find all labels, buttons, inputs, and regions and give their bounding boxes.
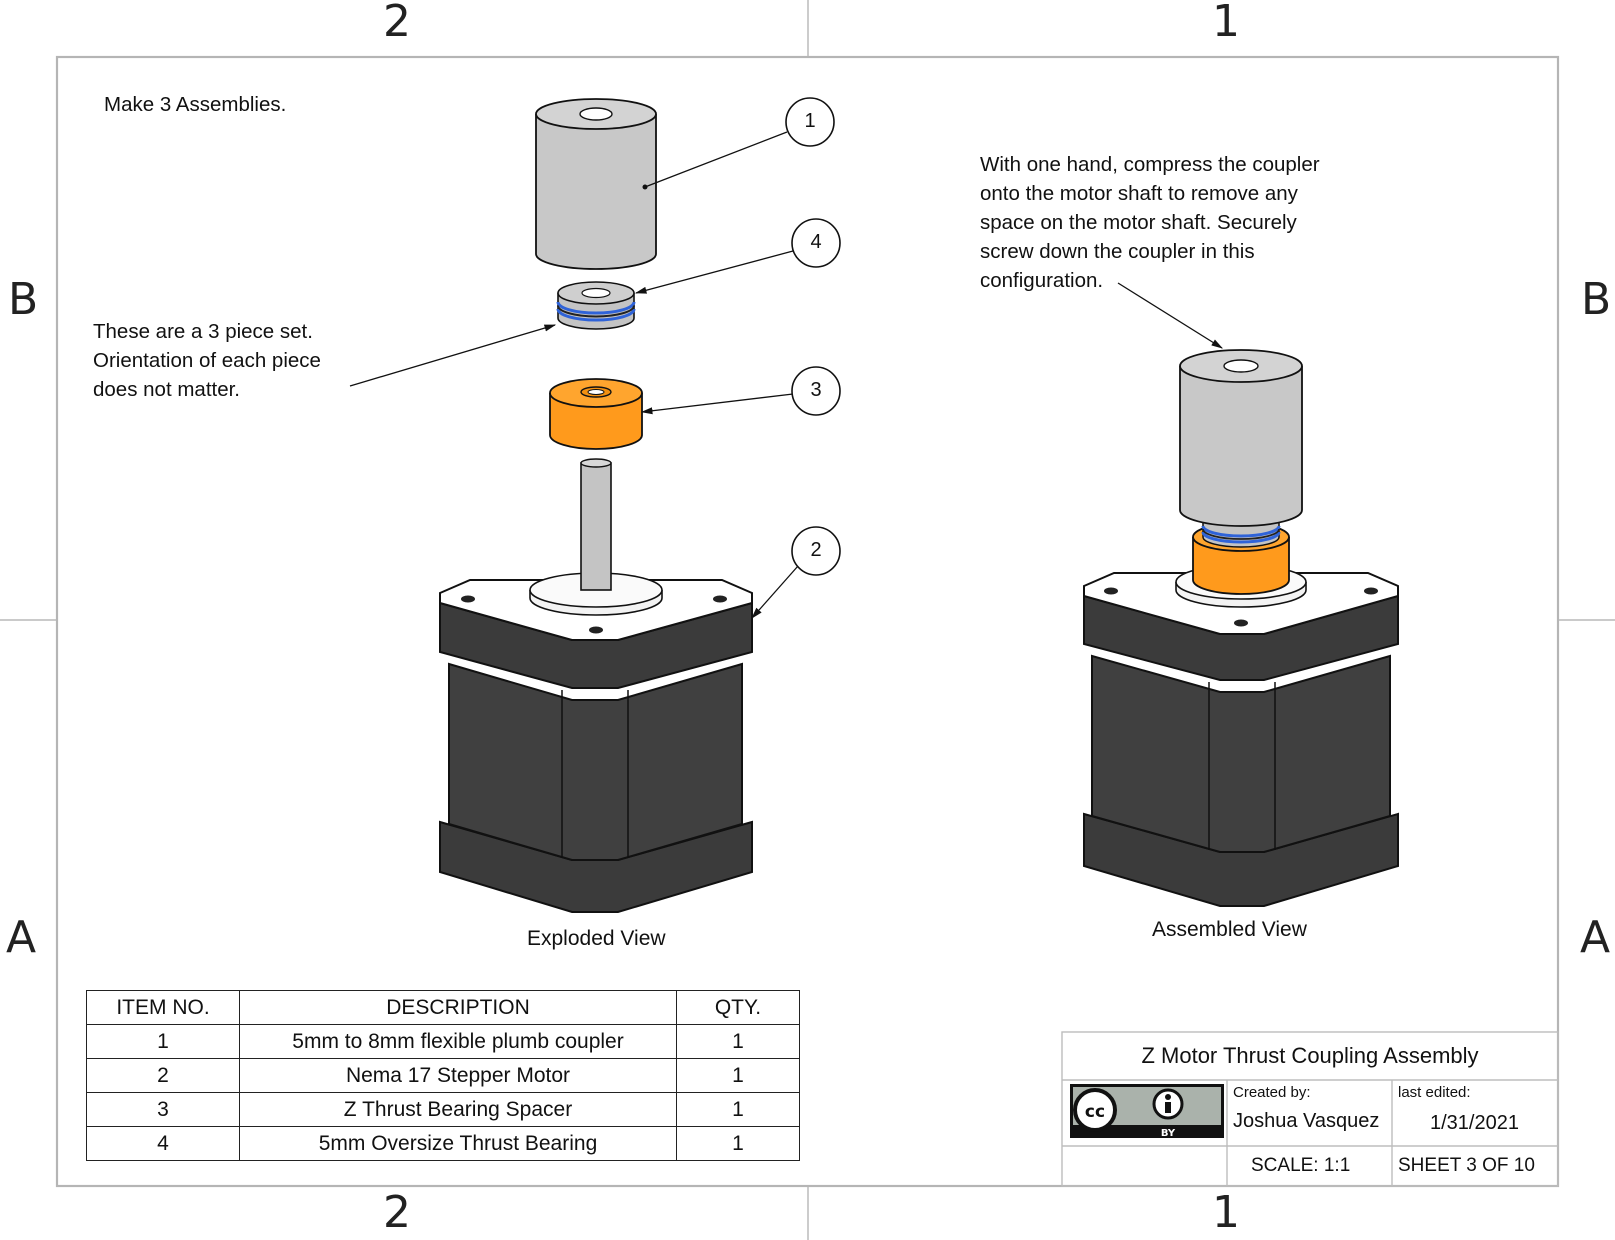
title-block-lines [1061,1031,1559,1187]
exploded-coupler [535,98,657,270]
created-by-label: Created by: [1233,1084,1311,1101]
bom-header-description: DESCRIPTION [239,990,677,1025]
author-name: Joshua Vasquez [1233,1110,1380,1132]
bom-description: 5mm to 8mm flexible plumb coupler [239,1024,677,1059]
cc-text: cc [1085,1102,1105,1122]
bom-item-no: 2 [86,1058,240,1093]
balloon-circles [785,97,841,576]
bearing-set-note: These are a 3 piece set. Orientation of … [93,320,321,401]
bom-header-qty: QTY. [676,990,800,1025]
table-row: 2 Nema 17 Stepper Motor 1 [86,1058,800,1093]
drawing-border [55,55,1560,1188]
zone-bottom-2: 2 [383,1187,411,1238]
exploded-bearing [556,281,636,330]
drawing-title: Z Motor Thrust Coupling Assembly [1141,1043,1479,1068]
assembled-view-caption: Assembled View [1152,918,1307,941]
zone-top-1: 1 [1212,0,1240,47]
edit-date: 1/31/2021 [1430,1112,1519,1134]
leader-lines [349,131,1223,619]
assembled-motor [1083,564,1399,907]
balloon-3: 3 [810,379,822,401]
bom-qty: 1 [676,1092,800,1127]
zone-left-a: A [6,912,37,963]
exploded-motor [439,458,753,913]
assembly-instruction-note: With one hand, compress the coupler onto… [980,153,1320,292]
bom-qty: 1 [676,1024,800,1059]
bom-description: Z Thrust Bearing Spacer [239,1092,677,1127]
last-edited-label: last edited: [1398,1084,1471,1101]
bom-header-item: ITEM NO. [86,990,240,1025]
zone-top-2: 2 [383,0,411,47]
exploded-spacer [549,378,643,450]
bom-description: 5mm Oversize Thrust Bearing [239,1126,677,1161]
zone-right-a: A [1580,912,1611,963]
scale-label: SCALE: 1:1 [1251,1155,1351,1176]
exploded-view-caption: Exploded View [527,927,666,950]
assembled-coupler [1179,349,1303,527]
bom-header-row: ITEM NO. DESCRIPTION QTY. [86,990,800,1025]
table-row: 1 5mm to 8mm flexible plumb coupler 1 [86,1024,800,1059]
table-row: 4 5mm Oversize Thrust Bearing 1 [86,1126,800,1161]
bom-item-no: 3 [86,1092,240,1127]
balloon-4: 4 [810,231,822,253]
zone-bottom-1: 1 [1212,1187,1240,1238]
zone-right-b: B [1581,274,1612,325]
table-row: 3 Z Thrust Bearing Spacer 1 [86,1092,800,1127]
bom-qty: 1 [676,1126,800,1161]
bill-of-materials-table: ITEM NO. DESCRIPTION QTY. 1 5mm to 8mm f… [86,990,800,1161]
bom-item-no: 1 [86,1024,240,1059]
balloon-2: 2 [810,539,822,561]
make-count-note: Make 3 Assemblies. [104,93,287,116]
bom-item-no: 4 [86,1126,240,1161]
sheet-number: SHEET 3 OF 10 [1398,1155,1535,1176]
bom-qty: 1 [676,1058,800,1093]
by-text: BY [1161,1128,1176,1139]
zone-left-b: B [8,274,39,325]
bom-description: Nema 17 Stepper Motor [239,1058,677,1093]
balloon-1: 1 [804,110,816,132]
cc-by-license-logo: cc BY [1070,1084,1224,1139]
